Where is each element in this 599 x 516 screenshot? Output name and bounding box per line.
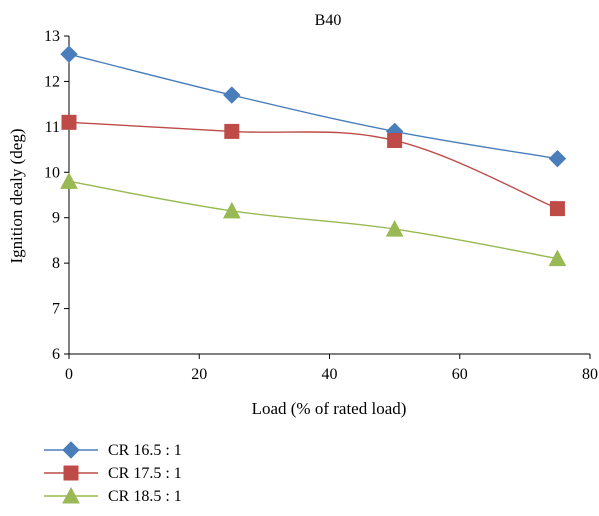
- chart-title: B40: [315, 12, 342, 29]
- legend-label: CR 16.5 : 1: [108, 442, 182, 459]
- y-tick-label: 8: [52, 255, 60, 272]
- data-point: [548, 249, 567, 267]
- data-point: [387, 132, 403, 148]
- y-tick-label: 13: [44, 28, 60, 45]
- legend: CR 16.5 : 1 CR 17.5 : 1 CR 18.5 : 1: [44, 441, 182, 505]
- data-point: [224, 123, 240, 139]
- series-3: [60, 172, 567, 267]
- data-point: [61, 114, 77, 130]
- y-tick-label: 11: [45, 119, 60, 136]
- y-tick-label: 6: [52, 346, 60, 363]
- data-point: [223, 86, 241, 104]
- data-point: [60, 45, 78, 63]
- series-line: [68, 121, 558, 210]
- series-layer: [60, 45, 567, 267]
- series-1: [60, 45, 567, 168]
- data-point: [222, 201, 241, 219]
- x-tick-label: 80: [582, 366, 598, 383]
- x-axis-label: Load (% of rated load): [252, 399, 407, 418]
- y-axis-label: Ignition dealy (deg): [7, 128, 26, 263]
- x-tick-label: 60: [452, 366, 468, 383]
- axis-ticks: 6 7 8 9 10 11 12 13 0 20 40 60 80: [44, 28, 598, 383]
- series-line: [68, 180, 558, 260]
- x-tick-label: 0: [65, 366, 73, 383]
- x-tick-label: 20: [191, 366, 207, 383]
- data-point: [385, 220, 404, 237]
- legend-marker: [63, 465, 79, 481]
- y-tick-label: 7: [52, 301, 60, 318]
- data-point: [549, 201, 565, 217]
- y-tick-label: 9: [52, 210, 60, 227]
- x-tick-label: 40: [322, 366, 338, 383]
- y-tick-label: 12: [44, 73, 60, 90]
- series-2: [61, 114, 565, 217]
- legend-marker: [62, 486, 80, 504]
- legend-item: CR 18.5 : 1: [44, 486, 182, 505]
- y-tick-label: 10: [44, 164, 60, 181]
- data-point: [60, 172, 78, 189]
- legend-label: CR 17.5 : 1: [108, 465, 182, 482]
- data-point: [548, 149, 567, 168]
- legend-label: CR 18.5 : 1: [108, 488, 182, 505]
- series-line: [68, 53, 558, 160]
- legend-marker: [62, 441, 80, 459]
- legend-item: CR 17.5 : 1: [44, 465, 182, 482]
- legend-item: CR 16.5 : 1: [44, 441, 182, 459]
